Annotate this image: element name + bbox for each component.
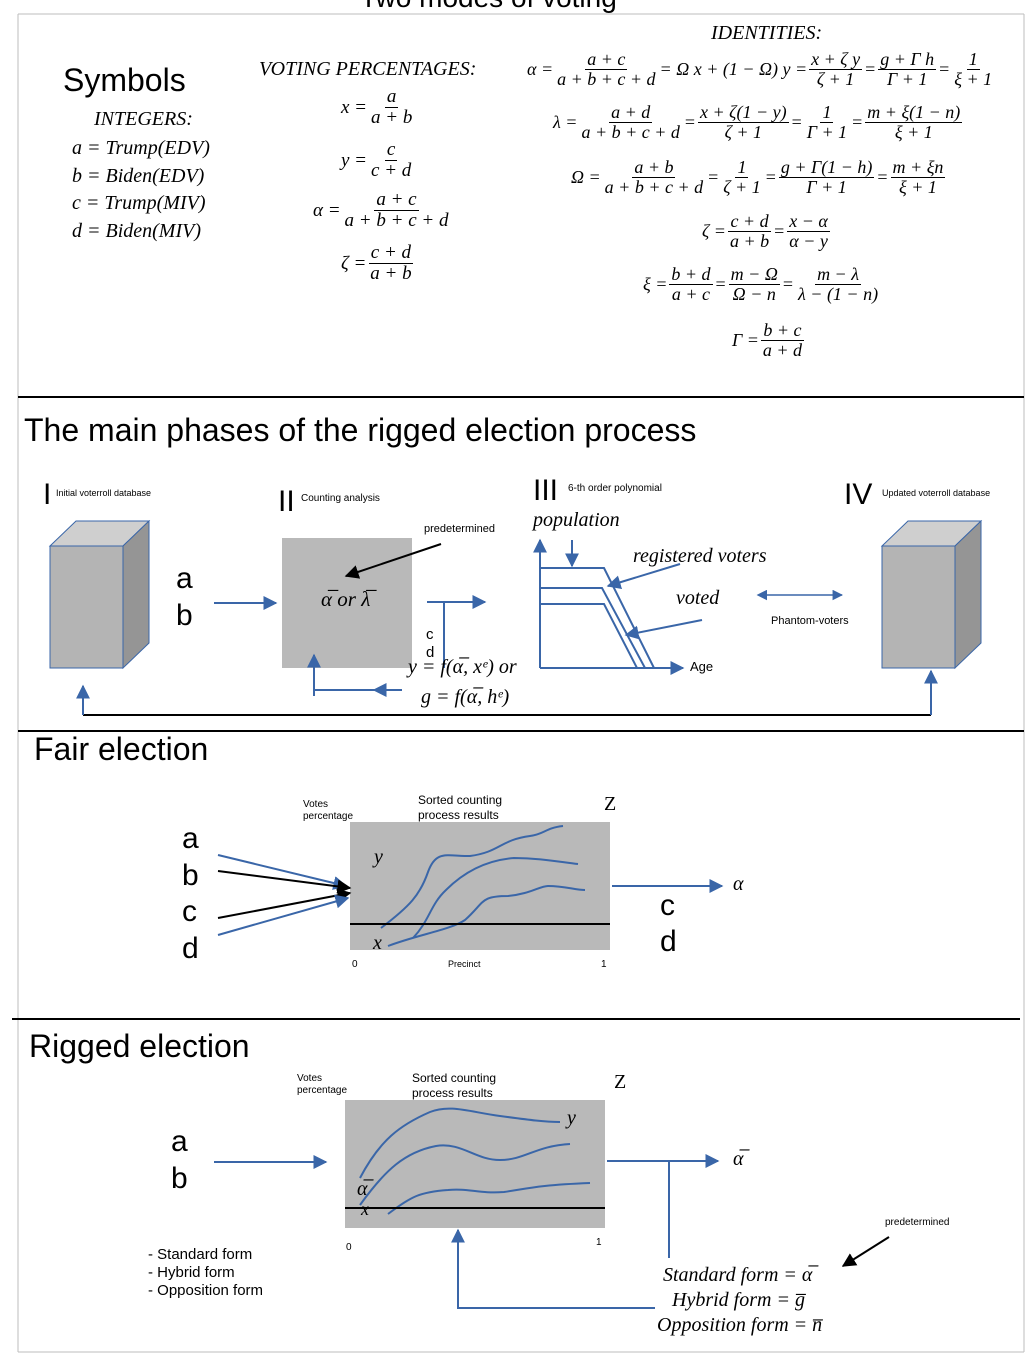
rigged-alpha-bar: α̅ [357,1178,368,1200]
age-label: Age [690,659,714,674]
cube-initial-database [48,519,151,670]
rigged-opposition-form: Opposition form = n̅ [657,1314,823,1336]
registered-curve [540,587,646,669]
symbol-item: b = Biden(EDV) [72,164,205,187]
fair-arrow-c [217,888,352,919]
symbols-heading: Symbols [63,62,186,98]
rigged-curve-top [359,1107,561,1179]
page-title: Two modes of voting [360,0,617,14]
rigged-forms-list: - Standard form - Hybrid form - Oppositi… [148,1246,263,1300]
fair-arrow-d [217,894,350,936]
symbols-list: a = Trump(EDV) b = Biden(EDV) c = Trump(… [72,135,210,245]
list-item: - Hybrid form [148,1264,235,1281]
fair-curve-low [387,884,586,947]
phase-2-number: II [278,485,295,518]
predetermined-label: predetermined [424,523,495,535]
fair-arrow-a [217,854,348,890]
fair-curve-top [380,825,564,929]
rigged-feedback-line [457,1236,655,1309]
rigged-votes-pct: Votes percentage [297,1073,348,1096]
list-item: - Standard form [148,1246,253,1263]
fair-x: x [373,932,382,954]
rigged-heading: Rigged election [29,1028,250,1064]
fair-y: y [374,846,383,868]
arrow-predetermined [344,543,442,579]
rigged-box [345,1100,605,1228]
phase-1-number: I [43,478,52,511]
phase-3-label: 6-th order polynomial [568,483,662,494]
rigged-curve-low [387,1182,591,1215]
symbol-item: a = Trump(EDV) [72,137,210,159]
fair-heading: Fair election [34,731,209,767]
counting-box [282,538,412,668]
fair-curve-mid [412,856,579,939]
registered-pointer [606,563,681,590]
phase-4-label: Updated voterroll database [882,488,991,498]
fair-arrow-b [217,870,352,894]
phase-2-label: Counting analysis [301,493,380,504]
fair-axis-0: 0 [352,959,358,970]
counting-box-text: α̅ or λ̅ [321,587,371,611]
fair-z: Z [604,793,617,815]
phases-heading: The main phases of the rigged election p… [24,412,697,448]
fair-votes-pct: Votes percentage [303,799,354,822]
rigged-x: x [361,1199,369,1219]
integers-label: INTEGERS: [94,108,193,130]
fair-sorted: Sorted counting process results [418,793,503,822]
rigged-y: y [567,1107,576,1129]
voted-label: voted [676,587,720,609]
registered-label: registered voters [633,545,767,567]
phantom-label: Phantom-voters [771,615,849,627]
list-item: - Opposition form [148,1282,264,1299]
fair-axis-1: 1 [601,959,607,970]
formula-2: g = f(α̅, hᵉ) [421,686,510,708]
rigged-output-alpha: α̅ [733,1148,744,1170]
rigged-standard-form: Standard form = α̅ [663,1264,813,1286]
symbol-item: d = Biden(MIV) [72,219,202,242]
cube-updated-database [880,519,983,670]
phase-4-number: IV [844,478,873,511]
rigged-axis-0: 0 [346,1242,352,1253]
phase-1-label: Initial voterroll database [56,488,152,498]
rigged-predetermined-label: predetermined [885,1217,950,1228]
identities-label: IDENTITIES: [711,22,823,44]
voted-curve [540,603,638,669]
rigged-hybrid-form: Hybrid form = g̅ [672,1289,805,1311]
fair-alpha: α [733,873,744,895]
rigged-predetermined-arrow [841,1236,890,1267]
rigged-curve-mid [359,1143,571,1206]
voting-percentages-label: VOTING PERCENTAGES: [259,58,477,80]
symbol-item: c = Trump(MIV) [72,192,206,214]
rigged-sorted: Sorted counting process results [412,1071,497,1100]
rigged-axis-1: 1 [596,1237,602,1248]
voted-pointer [624,619,703,640]
phase-3-number: III [533,474,559,507]
fair-axis-label: Precinct [448,959,481,969]
formula-1: y = f(α̅, xᵉ) or [408,656,517,678]
fair-box [350,822,610,950]
rigged-z: Z [614,1071,627,1093]
population-label: population [533,509,620,531]
